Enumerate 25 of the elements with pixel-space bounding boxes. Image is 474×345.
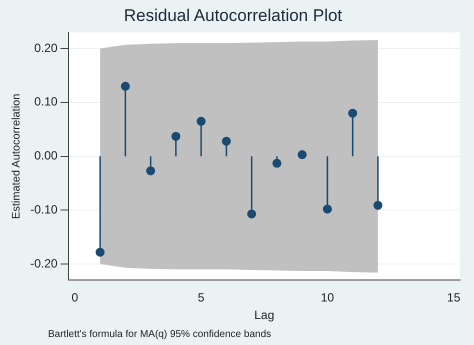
point <box>373 200 382 210</box>
y-axis-title: Estimated Autocorrelation <box>10 94 23 219</box>
y-tick-label: 0.20 <box>34 40 58 55</box>
chart-title: Residual Autocorrelation Plot <box>124 6 342 25</box>
point <box>298 150 307 160</box>
y-tick-label: 0.10 <box>34 94 58 109</box>
x-tick-label: 10 <box>320 290 334 305</box>
x-tick-label: 15 <box>447 290 461 305</box>
x-axis-title: Lag <box>254 308 274 322</box>
y-tick-label: 0.00 <box>34 148 58 163</box>
point <box>146 166 156 176</box>
point <box>171 132 180 141</box>
point <box>247 209 256 218</box>
point <box>348 108 358 118</box>
y-tick-label: -0.10 <box>30 202 58 216</box>
point <box>120 82 130 91</box>
text: Bartlett's formula for MA(q) 95% confidence bands <box>48 328 272 340</box>
y-tick-label: -0.20 <box>30 256 58 270</box>
point <box>222 136 231 146</box>
point <box>322 204 332 214</box>
point <box>272 158 282 168</box>
point <box>96 248 105 257</box>
point <box>196 116 206 126</box>
x-tick-label: 5 <box>198 290 205 305</box>
x-tick-label: 0 <box>72 290 79 305</box>
